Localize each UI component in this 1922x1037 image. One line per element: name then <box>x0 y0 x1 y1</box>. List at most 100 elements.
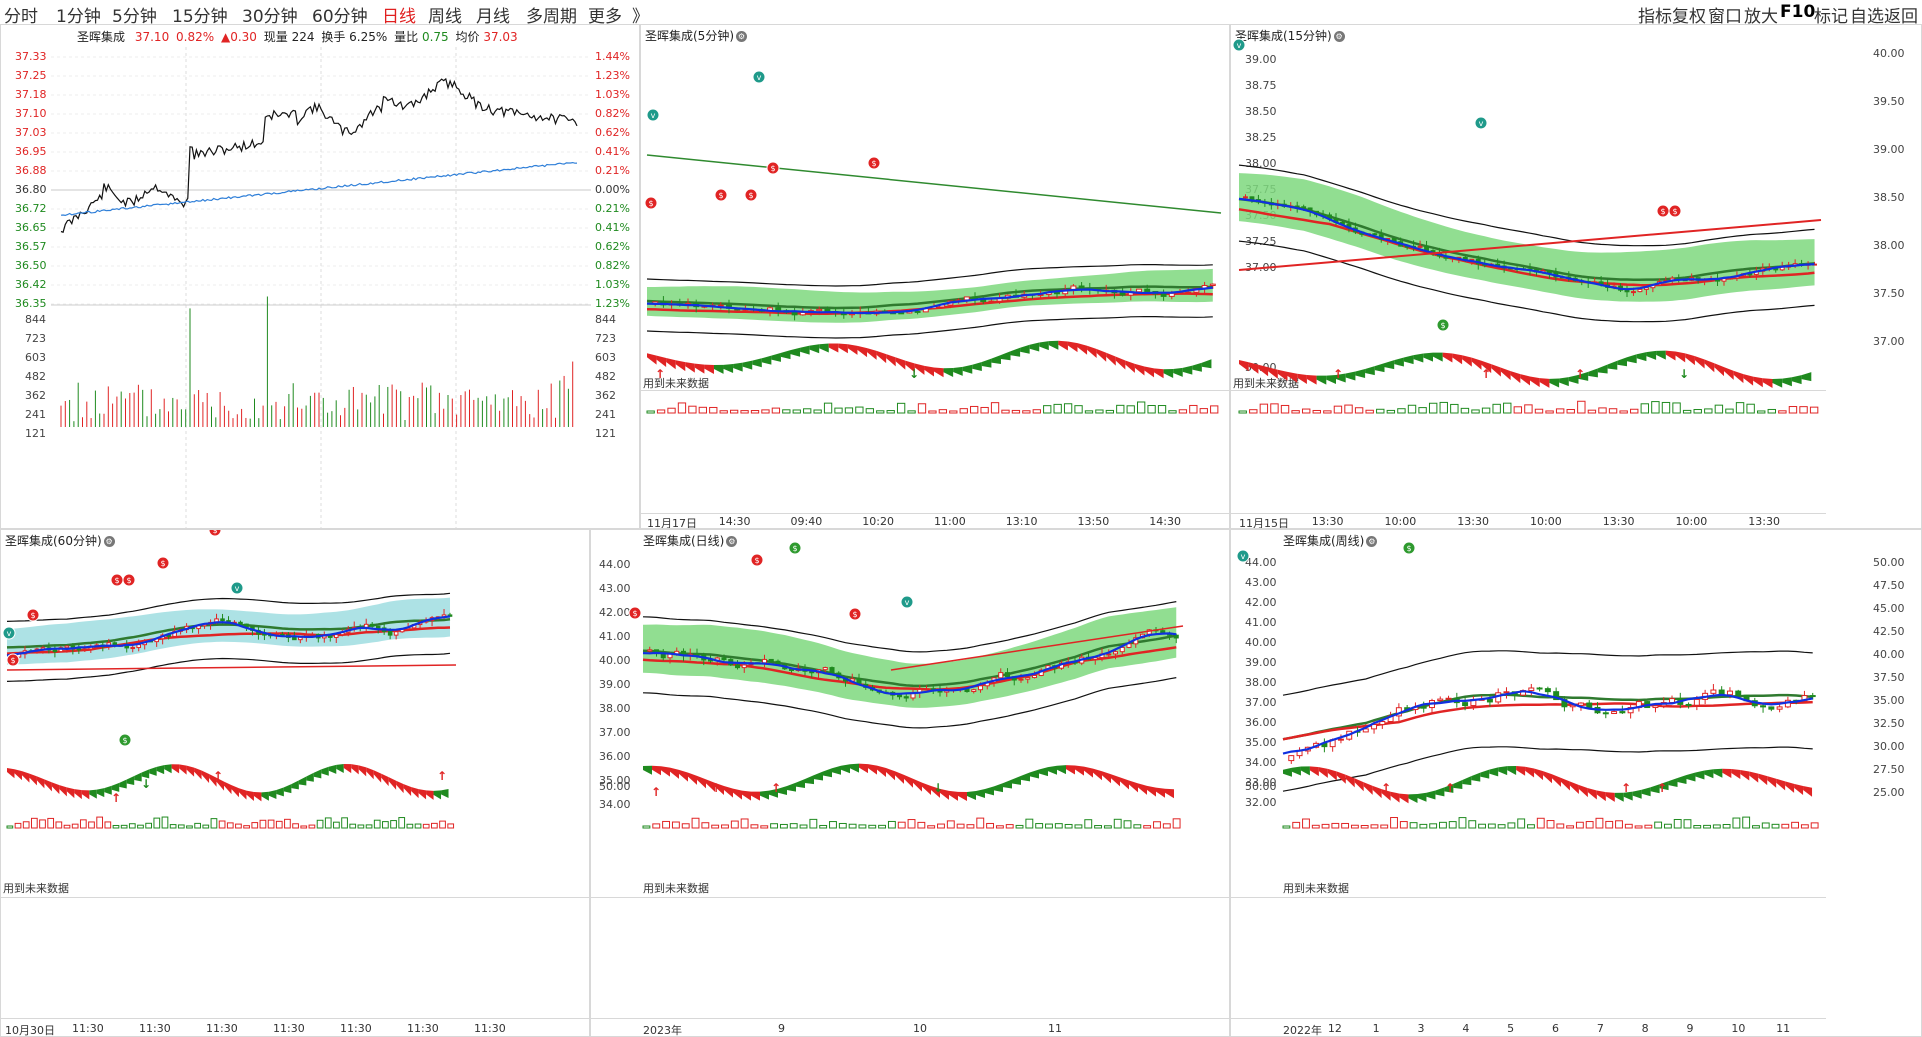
panel-60min[interactable]: 圣晖集成(60分钟) ⚙ 用到未来数据 10月30日 11:30 11:30 11:30… <box>0 529 590 1037</box>
chevron-more-icon[interactable]: 》 <box>632 7 649 27</box>
indicator-ribbon <box>1336 373 1346 383</box>
price-tick: 35.00 <box>1873 694 1905 707</box>
candle <box>64 645 70 649</box>
date-tick: 11:30 <box>72 1022 104 1035</box>
zoom-button[interactable]: 放大 <box>1744 7 1778 27</box>
indicator-ribbon <box>59 785 67 797</box>
indicator-ribbon <box>1096 349 1107 362</box>
settings-icon[interactable]: ⚙ <box>1333 31 1345 42</box>
candle <box>816 308 823 312</box>
candle <box>393 631 399 636</box>
indicator-ribbon <box>1656 350 1666 360</box>
candle <box>1577 702 1584 706</box>
sell-signal-icon-glyph: $ <box>754 556 759 565</box>
indicator-bar <box>1497 824 1506 829</box>
indicator-ribbon <box>1636 352 1647 362</box>
indicator-bar <box>1126 405 1135 414</box>
indicator-bar <box>709 406 718 414</box>
indicator-ribbon <box>441 788 449 798</box>
indicator-ribbon <box>134 772 142 782</box>
indicator-ribbon <box>14 769 22 781</box>
panel-15min[interactable]: 圣晖集成(15分钟) ⚙ 用到未来数据 40.00 39.50 39.00 38.50 3… <box>1230 24 1922 529</box>
panel-weekly[interactable]: 圣晖集成(周线) ⚙ 用到未来数据 50.00 47.50 45.00 42.50 40.… <box>1230 529 1922 1037</box>
tab-60min[interactable]: 60分钟 <box>312 7 368 27</box>
indicator-bar <box>1481 407 1491 414</box>
tab-monthly[interactable]: 月线 <box>476 7 510 27</box>
indicator-ribbon <box>656 355 667 368</box>
indicator-button[interactable]: 指标 <box>1638 7 1672 27</box>
panel-daily[interactable]: 圣晖集成(日线) ⚙ 用到未来数据 44.00 43.00 42.00 41.00 40.… <box>590 529 1230 1037</box>
indicator-ribbon <box>1568 374 1579 384</box>
tab-daily[interactable]: 日线 <box>382 7 416 27</box>
settings-icon[interactable]: ⚙ <box>736 31 747 42</box>
indicator-bar <box>1113 818 1122 829</box>
sell-signal-icon-glyph: $ <box>114 576 119 585</box>
indicator-bar <box>1312 409 1321 414</box>
settings-icon[interactable]: ⚙ <box>726 536 738 547</box>
indicator-ribbon <box>336 764 344 774</box>
tab-5min[interactable]: 5分钟 <box>112 7 157 27</box>
indicator-ribbon <box>358 765 367 777</box>
mark-button[interactable]: 标记 <box>1814 7 1848 27</box>
indicator-bar <box>1663 823 1672 829</box>
settings-icon[interactable]: ⚙ <box>103 536 115 547</box>
indicator-ribbon <box>1498 766 1508 776</box>
indicator-ribbon <box>1102 771 1111 784</box>
tab-30min[interactable]: 30分钟 <box>242 7 298 27</box>
watchlist-button[interactable]: 自选 <box>1850 7 1884 27</box>
indicator-ribbon <box>1530 376 1540 388</box>
price-tick: 43.00 <box>1245 576 1277 589</box>
indicator-ribbon <box>771 352 781 362</box>
candle <box>387 630 393 636</box>
pct-tick: 1.44% <box>595 50 630 63</box>
tab-weekly[interactable]: 周线 <box>428 7 462 27</box>
indicator-bar <box>681 823 690 829</box>
indicator-ribbon <box>706 779 715 792</box>
indicator-bar <box>1370 824 1379 829</box>
indicator-ribbon <box>1066 765 1075 775</box>
indicator-bar <box>1673 818 1682 829</box>
candle <box>1168 292 1175 297</box>
indicator-bar <box>414 823 422 829</box>
price-tick: 47.50 <box>1873 579 1905 592</box>
panel-5min[interactable]: 圣晖集成(5分钟) ⚙ 用到未来数据 11月17日 14:30 09:40 10:20 1… <box>640 24 1230 529</box>
candle <box>1693 698 1700 706</box>
indicator-ribbon <box>1627 354 1637 364</box>
indicator-ribbon <box>914 363 925 375</box>
indicator-ribbon <box>790 347 801 357</box>
indicator-ribbon <box>1623 791 1633 801</box>
tab-intraday[interactable]: 分时 <box>4 7 38 27</box>
indicator-bar <box>698 406 707 414</box>
tab-15min[interactable]: 15分钟 <box>172 7 228 27</box>
tab-more[interactable]: 更多 <box>588 7 622 27</box>
indicator-ribbon <box>1306 374 1317 385</box>
price-tick: 42.00 <box>599 606 631 619</box>
indicator-ribbon <box>7 767 15 779</box>
tab-multi-period[interactable]: 多周期 <box>526 7 577 27</box>
back-button[interactable]: 返回 <box>1884 7 1918 27</box>
indicator-bar <box>1619 410 1628 414</box>
indicator-ribbon <box>1417 792 1427 802</box>
indicator-ribbon <box>1772 378 1783 388</box>
avg-price-line <box>60 161 578 217</box>
indicator-bar <box>1585 821 1594 829</box>
indicator-bar <box>1074 405 1083 414</box>
indicator-ribbon <box>224 781 232 795</box>
indicator-ribbon <box>1520 374 1530 386</box>
down-signal-icon <box>646 108 660 122</box>
indicator-bar <box>382 821 389 829</box>
adjust-button[interactable]: 复权 <box>1672 7 1706 27</box>
candle <box>1031 674 1038 679</box>
indicator-ribbon <box>688 772 697 785</box>
f10-button[interactable]: F10 <box>1780 2 1816 22</box>
tab-1min[interactable]: 1分钟 <box>56 7 101 27</box>
indicator-ribbon <box>1525 766 1535 778</box>
settings-icon[interactable]: ⚙ <box>1366 536 1378 547</box>
window-button[interactable]: 窗口 <box>1708 7 1742 27</box>
indicator-ribbon <box>1743 374 1754 386</box>
candle <box>1078 285 1085 289</box>
price-tick: 36.42 <box>15 278 47 291</box>
intraday-panel[interactable]: 圣晖集成 37.10 0.82% ▲0.30 现量 224 换手 6.25% 量… <box>0 24 640 529</box>
indicator-ribbon <box>1714 363 1724 377</box>
indicator-ribbon <box>66 787 75 799</box>
